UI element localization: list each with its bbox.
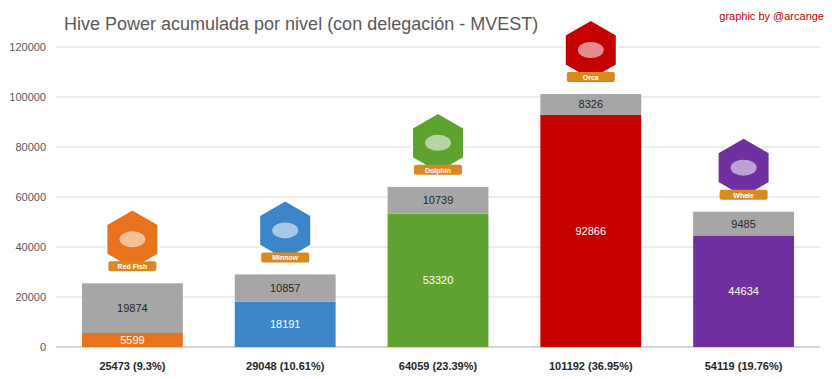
badge-ribbon: [567, 72, 615, 82]
badge-ribbon: [261, 252, 309, 262]
bar-segment: [693, 235, 794, 347]
x-tick-label: 64059 (23.39%): [399, 360, 478, 372]
bar-segment: [82, 333, 183, 347]
data-label: 10857: [270, 282, 301, 294]
badge-ribbon: [414, 165, 462, 175]
annotation: graphic by @arcange: [719, 10, 824, 22]
x-tick-label: 29048 (10.61%): [246, 360, 325, 372]
x-tick-label: 101192 (36.95%): [549, 360, 633, 372]
y-tick-label: 40000: [15, 241, 46, 253]
badge-label: Minnow: [272, 254, 299, 261]
y-tick-label: 0: [40, 341, 46, 353]
bar-segment: [693, 212, 794, 236]
y-tick-label: 100000: [9, 91, 46, 103]
data-label: 18191: [270, 318, 301, 330]
badge-label: Red Fish: [118, 263, 148, 270]
badge-ribbon: [108, 261, 156, 271]
data-label: 9485: [731, 218, 755, 230]
badge-icon: [565, 20, 617, 80]
y-tick-label: 80000: [15, 141, 46, 153]
badge-icon: [412, 113, 464, 173]
data-label: 53320: [423, 274, 454, 286]
badge-figure: [272, 222, 298, 238]
y-tick-label: 20000: [15, 291, 46, 303]
badge-label: Dolphin: [425, 167, 451, 175]
data-label: 10739: [423, 194, 454, 206]
y-tick-label: 120000: [9, 41, 46, 53]
badge-icon: [259, 200, 311, 260]
badge-figure: [578, 42, 604, 58]
badge-figure: [425, 135, 451, 151]
grid-line: [56, 97, 820, 98]
grid: [56, 47, 820, 347]
data-label: 44634: [728, 285, 759, 297]
data-label: 8326: [579, 98, 603, 110]
badge-icon: [718, 138, 770, 198]
bar-segment: [388, 214, 489, 347]
data-label: 92866: [576, 225, 607, 237]
bars: [82, 94, 794, 347]
bar-segment: [82, 283, 183, 333]
badge-label: Orca: [583, 74, 599, 81]
badge-label: Whale: [733, 192, 754, 199]
chart: Hive Power acumulada por nivel (con dele…: [0, 0, 832, 379]
data-label: 19874: [117, 302, 148, 314]
badges: Red Fish Minnow Dolphin Orca Whale: [106, 20, 769, 271]
data-label: 5599: [120, 334, 144, 346]
x-tick-label: 25473 (9.3%): [99, 360, 165, 372]
bar-segment: [388, 187, 489, 214]
grid-line: [56, 47, 820, 48]
labels: 5599 19874 18191 10857 53320 10739 92866 8326 44…: [117, 98, 759, 346]
bar-segment: [235, 274, 336, 301]
bar-segment: [235, 302, 336, 347]
badge-figure: [119, 231, 145, 247]
badge-ribbon: [720, 190, 768, 200]
bar-segment: [540, 94, 641, 115]
bar-segment: [540, 115, 641, 347]
y-tick-label: 60000: [15, 191, 46, 203]
title: Hive Power acumulada por nivel (con dele…: [64, 14, 538, 34]
badge-figure: [731, 160, 757, 176]
x-tick-label: 54119 (19.76%): [705, 360, 783, 372]
badge-icon: [106, 209, 158, 269]
